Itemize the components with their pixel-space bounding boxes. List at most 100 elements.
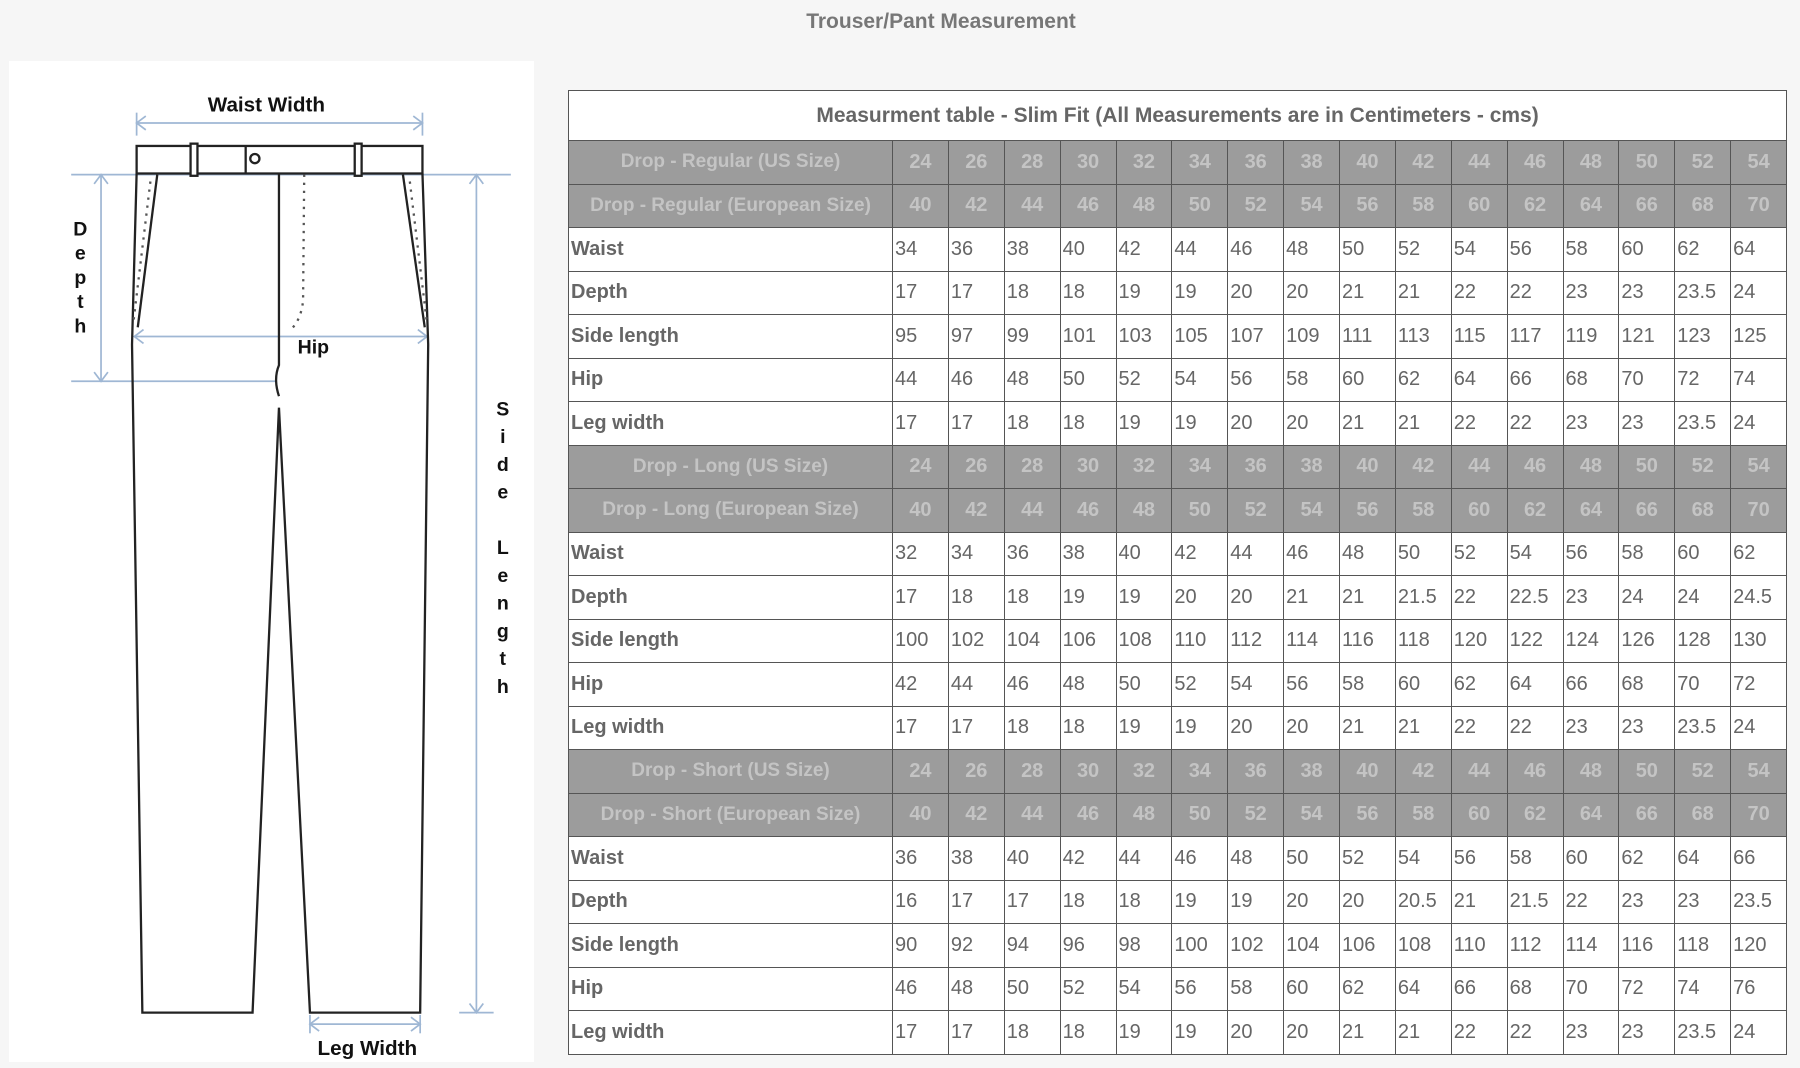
measure-cell: 48 bbox=[1283, 227, 1340, 272]
measure-cell: 20 bbox=[1171, 575, 1229, 620]
measure-cell: 46 bbox=[1003, 662, 1061, 707]
measure-cell: 18 bbox=[1059, 270, 1117, 315]
measure-cell: 70 bbox=[1618, 357, 1676, 402]
size-cell: 70 bbox=[1730, 183, 1788, 228]
size-cell: 42 bbox=[1394, 140, 1452, 185]
measure-cell: 64 bbox=[1450, 357, 1508, 402]
measure-cell: 21 bbox=[1339, 575, 1396, 620]
measure-cell: 58 bbox=[1283, 357, 1340, 402]
measure-cell: 32 bbox=[892, 531, 949, 576]
size-cell: 48 bbox=[1115, 792, 1173, 837]
measure-cell: 19 bbox=[1171, 879, 1229, 924]
measure-cell: 97 bbox=[947, 314, 1005, 359]
measure-cell: 60 bbox=[1339, 357, 1396, 402]
measure-cell: 20 bbox=[1283, 401, 1340, 446]
measure-cell: 46 bbox=[947, 357, 1005, 402]
size-cell: 50 bbox=[1171, 488, 1229, 533]
measure-label: Side length bbox=[568, 923, 893, 968]
size-cell: 36 bbox=[1227, 749, 1285, 794]
measure-cell: 56 bbox=[1450, 836, 1508, 881]
size-cell: 64 bbox=[1562, 488, 1620, 533]
measure-cell: 60 bbox=[1674, 531, 1732, 576]
size-cell: 50 bbox=[1171, 792, 1229, 837]
measure-cell: 17 bbox=[892, 705, 949, 750]
measure-cell: 21 bbox=[1394, 401, 1452, 446]
measure-cell: 21 bbox=[1394, 705, 1452, 750]
size-cell: 46 bbox=[1506, 140, 1564, 185]
measure-label: Depth bbox=[568, 270, 893, 315]
size-cell: 50 bbox=[1618, 140, 1676, 185]
size-cell: 52 bbox=[1674, 140, 1732, 185]
measure-cell: 18 bbox=[1003, 1010, 1061, 1055]
measure-cell: 44 bbox=[1227, 531, 1285, 576]
measure-cell: 19 bbox=[1171, 1010, 1229, 1055]
measure-cell: 95 bbox=[892, 314, 949, 359]
measure-cell: 60 bbox=[1562, 836, 1620, 881]
measure-cell: 20 bbox=[1227, 1010, 1285, 1055]
measure-cell: 42 bbox=[1059, 836, 1117, 881]
measure-cell: 101 bbox=[1059, 314, 1117, 359]
measure-cell: 18 bbox=[1115, 879, 1173, 924]
measure-label: Hip bbox=[568, 966, 893, 1011]
measure-cell: 113 bbox=[1394, 314, 1452, 359]
measure-cell: 38 bbox=[947, 836, 1005, 881]
measure-cell: 52 bbox=[1115, 357, 1173, 402]
measure-row: Side length 95 97 99 101 103 105 107 109 111 113 11… bbox=[568, 314, 1788, 359]
measure-cell: 104 bbox=[1003, 618, 1061, 663]
measure-cell: 123 bbox=[1674, 314, 1732, 359]
measure-label: Side length bbox=[568, 618, 893, 663]
measure-cell: 22 bbox=[1450, 705, 1508, 750]
measure-cell: 20 bbox=[1227, 705, 1285, 750]
measure-cell: 124 bbox=[1562, 618, 1620, 663]
size-cell: 28 bbox=[1003, 749, 1061, 794]
measure-label: Depth bbox=[568, 879, 893, 924]
size-cell: 56 bbox=[1339, 183, 1396, 228]
measure-row: Hip 46 48 50 52 54 56 58 60 62 64 66 68 70 72 74 76 bbox=[568, 966, 1788, 1011]
measure-cell: 34 bbox=[892, 227, 949, 272]
measure-cell: 22 bbox=[1506, 1010, 1564, 1055]
guides bbox=[71, 112, 511, 1034]
measure-cell: 21 bbox=[1394, 1010, 1452, 1055]
size-cell: 66 bbox=[1618, 183, 1676, 228]
size-cell: 66 bbox=[1618, 488, 1676, 533]
size-cell: 38 bbox=[1283, 749, 1340, 794]
measure-cell: 48 bbox=[1003, 357, 1061, 402]
measure-cell: 20 bbox=[1283, 705, 1340, 750]
measure-cell: 60 bbox=[1618, 227, 1676, 272]
measure-cell: 76 bbox=[1730, 966, 1788, 1011]
measure-cell: 23 bbox=[1562, 705, 1620, 750]
measure-cell: 24 bbox=[1674, 575, 1732, 620]
measure-cell: 23 bbox=[1618, 401, 1676, 446]
measure-cell: 52 bbox=[1394, 227, 1452, 272]
measure-row: Depth 17 17 18 18 19 19 20 20 21 21 22 22 23 23 23.5 24 bbox=[568, 270, 1788, 315]
size-cell: 50 bbox=[1171, 183, 1229, 228]
measure-label: Leg width bbox=[568, 705, 893, 750]
measure-cell: 54 bbox=[1115, 966, 1173, 1011]
measure-cell: 38 bbox=[1059, 531, 1117, 576]
size-cell: 48 bbox=[1115, 488, 1173, 533]
size-cell: 58 bbox=[1394, 183, 1452, 228]
size-cell: 32 bbox=[1115, 444, 1173, 489]
measure-cell: 58 bbox=[1562, 227, 1620, 272]
measure-cell: 112 bbox=[1506, 923, 1564, 968]
size-row: Drop - Short (European Size) 40 42 44 46 48 50… bbox=[568, 792, 1788, 837]
measure-cell: 21 bbox=[1394, 270, 1452, 315]
measure-cell: 70 bbox=[1674, 662, 1732, 707]
size-cell: 44 bbox=[1003, 792, 1061, 837]
measure-cell: 92 bbox=[947, 923, 1005, 968]
measure-cell: 23 bbox=[1562, 1010, 1620, 1055]
measure-cell: 16 bbox=[892, 879, 949, 924]
measure-row: Hip 44 46 48 50 52 54 56 58 60 62 64 66 68 70 72 74 bbox=[568, 357, 1788, 402]
measure-cell: 114 bbox=[1283, 618, 1340, 663]
measure-cell: 18 bbox=[1003, 270, 1061, 315]
size-cell: 32 bbox=[1115, 749, 1173, 794]
measure-cell: 130 bbox=[1730, 618, 1788, 663]
size-cell: 44 bbox=[1450, 749, 1508, 794]
measure-row: Waist 32 34 36 38 40 42 44 46 48 50 52 54 56 58 60 62 bbox=[568, 531, 1788, 576]
measure-cell: 54 bbox=[1450, 227, 1508, 272]
measure-cell: 42 bbox=[1115, 227, 1173, 272]
measure-cell: 17 bbox=[1003, 879, 1061, 924]
size-cell: 36 bbox=[1227, 444, 1285, 489]
measure-cell: 58 bbox=[1618, 531, 1676, 576]
measure-cell: 20 bbox=[1227, 575, 1285, 620]
